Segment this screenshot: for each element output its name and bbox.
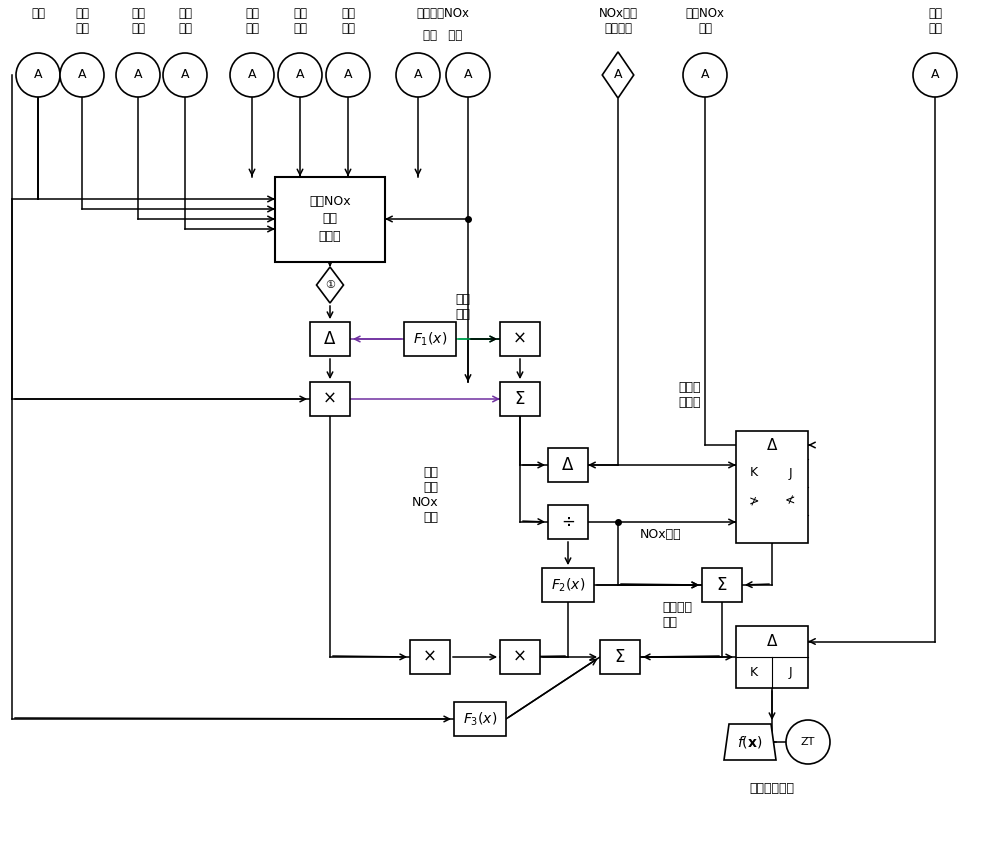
Text: 流量   浓度: 流量 浓度 <box>423 29 463 42</box>
Text: A: A <box>78 69 86 81</box>
Circle shape <box>396 53 440 97</box>
Text: 负荷: 负荷 <box>31 7 45 20</box>
FancyBboxPatch shape <box>600 640 640 674</box>
Text: A: A <box>931 69 939 81</box>
Text: 煤质
特性: 煤质 特性 <box>131 7 145 35</box>
FancyBboxPatch shape <box>275 177 385 261</box>
Polygon shape <box>316 267 344 303</box>
Text: ①: ① <box>325 280 335 290</box>
Text: $f(\mathbf{x})$: $f(\mathbf{x})$ <box>737 734 763 750</box>
Text: $F_3(x)$: $F_3(x)$ <box>463 710 497 728</box>
FancyBboxPatch shape <box>410 640 450 674</box>
Text: NOx流量: NOx流量 <box>640 529 682 542</box>
Text: ≮: ≮ <box>785 494 795 507</box>
Text: Δ: Δ <box>767 634 777 649</box>
Circle shape <box>163 53 207 97</box>
Text: Δ: Δ <box>324 330 336 348</box>
Circle shape <box>326 53 370 97</box>
Circle shape <box>683 53 727 97</box>
Text: $F_2(x)$: $F_2(x)$ <box>551 576 585 594</box>
Circle shape <box>446 53 490 97</box>
Circle shape <box>786 720 830 764</box>
FancyBboxPatch shape <box>500 322 540 356</box>
Circle shape <box>230 53 274 97</box>
Text: A: A <box>614 69 622 81</box>
FancyBboxPatch shape <box>736 626 808 688</box>
FancyBboxPatch shape <box>702 568 742 602</box>
Text: NOx出口
浓度设定: NOx出口 浓度设定 <box>598 7 638 35</box>
Text: 风门
开度: 风门 开度 <box>178 7 192 35</box>
Text: 给水
温度: 给水 温度 <box>341 7 355 35</box>
Text: ×: × <box>513 330 527 348</box>
Text: Σ: Σ <box>515 390 525 408</box>
Text: 修正的
摩尔比: 修正的 摩尔比 <box>678 381 700 409</box>
Text: 氨气
流量: 氨气 流量 <box>928 7 942 35</box>
Text: ×: × <box>513 648 527 666</box>
Text: ×: × <box>423 648 437 666</box>
FancyBboxPatch shape <box>404 322 456 356</box>
Text: ÷: ÷ <box>561 513 575 531</box>
Circle shape <box>16 53 60 97</box>
Circle shape <box>116 53 160 97</box>
Text: $F_1(x)$: $F_1(x)$ <box>413 330 447 348</box>
Text: 烟气进口NOx: 烟气进口NOx <box>416 7 470 20</box>
Text: A: A <box>296 69 304 81</box>
Text: 喷氨执行机构: 喷氨执行机构 <box>750 782 794 795</box>
Text: K: K <box>750 466 758 480</box>
Text: J: J <box>788 666 792 679</box>
Circle shape <box>913 53 957 97</box>
Circle shape <box>60 53 104 97</box>
FancyBboxPatch shape <box>310 322 350 356</box>
Text: 修正
进口
NOx
浓度: 修正 进口 NOx 浓度 <box>411 466 438 524</box>
FancyBboxPatch shape <box>310 382 350 416</box>
Text: 出口NOx
浓度: 出口NOx 浓度 <box>686 7 724 35</box>
Text: ≯: ≯ <box>749 494 759 507</box>
Text: Δ: Δ <box>767 438 777 452</box>
Text: 氨气流量
设定: 氨气流量 设定 <box>662 601 692 629</box>
Text: A: A <box>134 69 142 81</box>
FancyBboxPatch shape <box>548 448 588 482</box>
Text: 比例
因子: 比例 因子 <box>455 293 470 321</box>
Polygon shape <box>602 52 634 98</box>
FancyBboxPatch shape <box>548 505 588 539</box>
Text: 总给
煤量: 总给 煤量 <box>75 7 89 35</box>
Text: Σ: Σ <box>615 648 625 666</box>
Text: 预测器: 预测器 <box>319 230 341 243</box>
Text: K: K <box>750 666 758 679</box>
FancyBboxPatch shape <box>542 568 594 602</box>
Text: J: J <box>788 466 792 480</box>
Text: A: A <box>464 69 472 81</box>
Polygon shape <box>724 724 776 760</box>
Text: Δ: Δ <box>562 456 574 474</box>
Text: 排烟
温度: 排烟 温度 <box>293 7 307 35</box>
FancyBboxPatch shape <box>454 702 506 736</box>
Text: ZT: ZT <box>801 737 815 747</box>
Text: Σ: Σ <box>717 576 727 594</box>
Text: A: A <box>248 69 256 81</box>
Text: A: A <box>181 69 189 81</box>
Text: 入口NOx: 入口NOx <box>309 195 351 208</box>
FancyBboxPatch shape <box>500 640 540 674</box>
Text: A: A <box>701 69 709 81</box>
Text: A: A <box>414 69 422 81</box>
Text: ×: × <box>323 390 337 408</box>
Circle shape <box>278 53 322 97</box>
Text: A: A <box>34 69 42 81</box>
Text: 浓度: 浓度 <box>322 213 338 225</box>
Text: 过剩
氧量: 过剩 氧量 <box>245 7 259 35</box>
FancyBboxPatch shape <box>500 382 540 416</box>
Text: A: A <box>344 69 352 81</box>
FancyBboxPatch shape <box>736 431 808 543</box>
